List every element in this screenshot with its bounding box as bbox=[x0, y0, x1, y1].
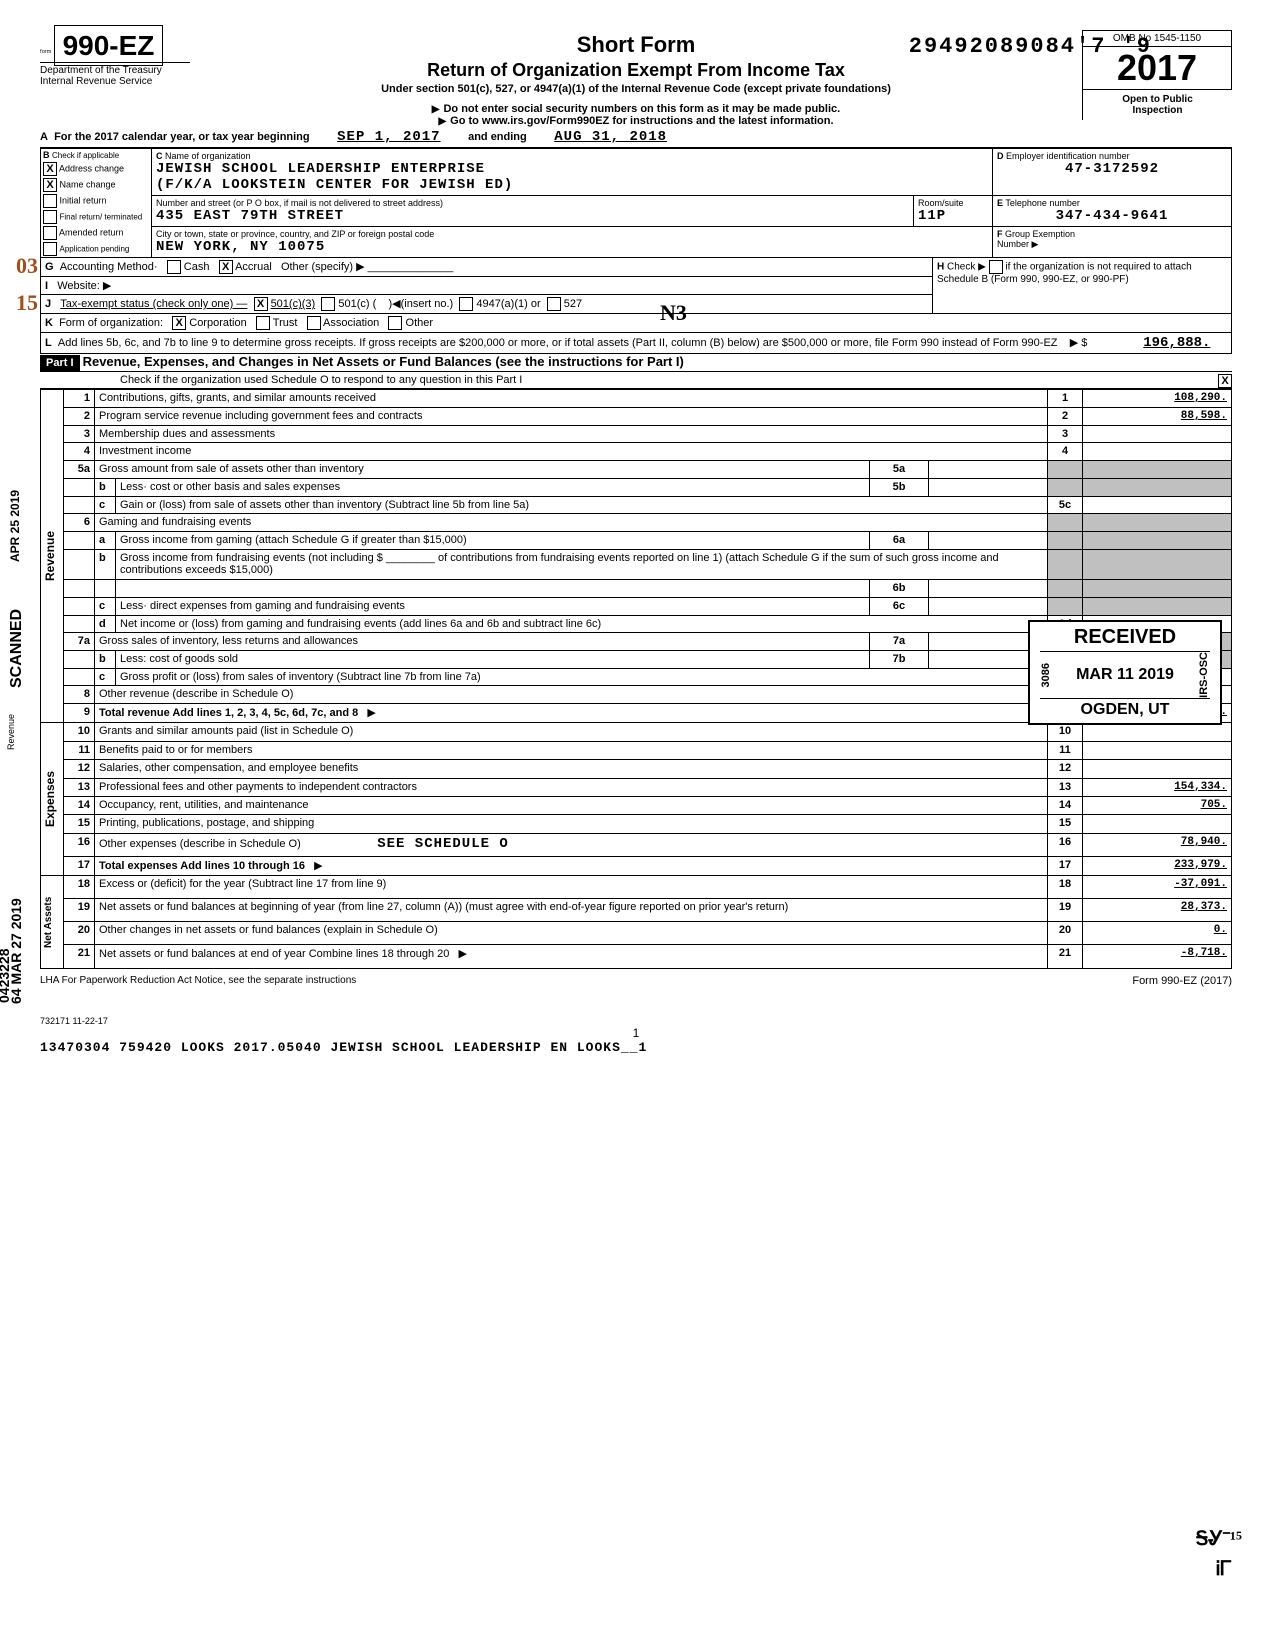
hand-03: 03 bbox=[16, 253, 38, 279]
part1-check-row: Check if the organization used Schedule … bbox=[40, 372, 1232, 389]
check-final[interactable] bbox=[43, 210, 57, 224]
instr-goto: Go to www.irs.gov/Form990EZ for instruct… bbox=[190, 115, 1082, 127]
check-assoc[interactable] bbox=[307, 316, 321, 330]
check-other-org[interactable] bbox=[388, 316, 402, 330]
org-fka: (F/K/A LOOKSTEIN CENTER FOR JEWISH ED) bbox=[156, 177, 988, 193]
hand-g15: ᎦᎽ⁻¹⁵ bbox=[1196, 1528, 1242, 1551]
omb-number: OMB No 1545-1150 bbox=[1083, 31, 1231, 47]
g-k-block: G Accounting Method· Cash X Accrual Othe… bbox=[40, 258, 1232, 354]
footer-row: LHA For Paperwork Reduction Act Notice, … bbox=[40, 975, 1232, 986]
check-501c3[interactable]: X bbox=[254, 297, 268, 311]
line21-amount: -8,718. bbox=[1083, 944, 1232, 968]
header-info-table: B Check if applicable X Address change X… bbox=[40, 148, 1232, 258]
dept-treasury: Department of the Treasury Internal Reve… bbox=[40, 62, 190, 87]
small-date: 732171 11-22-17 bbox=[40, 1016, 1232, 1026]
check-address[interactable]: X bbox=[43, 162, 57, 176]
room-suite: 11P bbox=[918, 208, 988, 224]
received-stamp: RECEIVED 3086 MAR 11 2019 IRS-OSC OGDEN,… bbox=[1028, 620, 1222, 725]
phone: 347-434-9641 bbox=[997, 208, 1227, 224]
check-trust[interactable] bbox=[256, 316, 270, 330]
hand-n3: N3 bbox=[660, 300, 687, 326]
check-amended[interactable] bbox=[43, 226, 57, 240]
footer-line: 13470304 759420 LOOKS 2017.05040 JEWISH … bbox=[40, 1040, 1232, 1055]
line2-amount: 88,598. bbox=[1083, 407, 1232, 425]
title-main: Return of Organization Exempt From Incom… bbox=[190, 60, 1082, 81]
check-sched-b[interactable] bbox=[989, 260, 1003, 274]
city-state-zip: NEW YORK, NY 10075 bbox=[156, 239, 988, 255]
check-initial[interactable] bbox=[43, 194, 57, 208]
check-527[interactable] bbox=[547, 297, 561, 311]
street-address: 435 EAST 79TH STREET bbox=[156, 208, 909, 224]
line1-amount: 108,290. bbox=[1083, 390, 1232, 408]
line18-amount: -37,091. bbox=[1083, 876, 1232, 899]
form-number: 990-EZ bbox=[54, 25, 164, 66]
title-sub: Under section 501(c), 527, or 4947(a)(1)… bbox=[190, 83, 1082, 95]
check-corp[interactable]: X bbox=[172, 316, 186, 330]
line16-amount: 78,940. bbox=[1083, 833, 1232, 856]
gross-receipts: 196,888. bbox=[1090, 335, 1210, 351]
check-app-pending[interactable] bbox=[43, 242, 57, 256]
line13-amount: 154,334. bbox=[1083, 778, 1232, 796]
hand-15: 15 bbox=[16, 290, 38, 316]
line19-amount: 28,373. bbox=[1083, 899, 1232, 922]
check-name[interactable]: X bbox=[43, 178, 57, 192]
hand-18: ᎥᎱ bbox=[1216, 1558, 1232, 1581]
check-schedule-o[interactable]: X bbox=[1218, 374, 1232, 388]
page-number: 1 bbox=[40, 1026, 1232, 1040]
line14-amount: 705. bbox=[1083, 796, 1232, 814]
side-stamps: APR 25 2019 SCANNED Revenue bbox=[6, 470, 28, 750]
year-box: OMB No 1545-1150 2017 bbox=[1082, 30, 1232, 90]
instr-ssn: Do not enter social security numbers on … bbox=[190, 103, 1082, 115]
check-501c[interactable] bbox=[321, 297, 335, 311]
part1-header-row: Part I Revenue, Expenses, and Changes in… bbox=[40, 354, 1232, 372]
ein: 47-3172592 bbox=[997, 161, 1227, 177]
check-cash[interactable] bbox=[167, 260, 181, 274]
line17-amount: 233,979. bbox=[1083, 856, 1232, 876]
side-0423228: 0423228 bbox=[0, 880, 14, 1072]
tax-year: 2017 bbox=[1083, 47, 1231, 89]
org-name: JEWISH SCHOOL LEADERSHIP ENTERPRISE bbox=[156, 161, 988, 177]
part1-label: Part I bbox=[40, 355, 80, 371]
line-a: A For the 2017 calendar year, or tax yea… bbox=[40, 127, 1232, 148]
check-4947[interactable] bbox=[459, 297, 473, 311]
check-accrual[interactable]: X bbox=[219, 260, 233, 274]
open-public: Open to Public Inspection bbox=[1082, 90, 1232, 120]
line20-amount: 0. bbox=[1083, 922, 1232, 945]
